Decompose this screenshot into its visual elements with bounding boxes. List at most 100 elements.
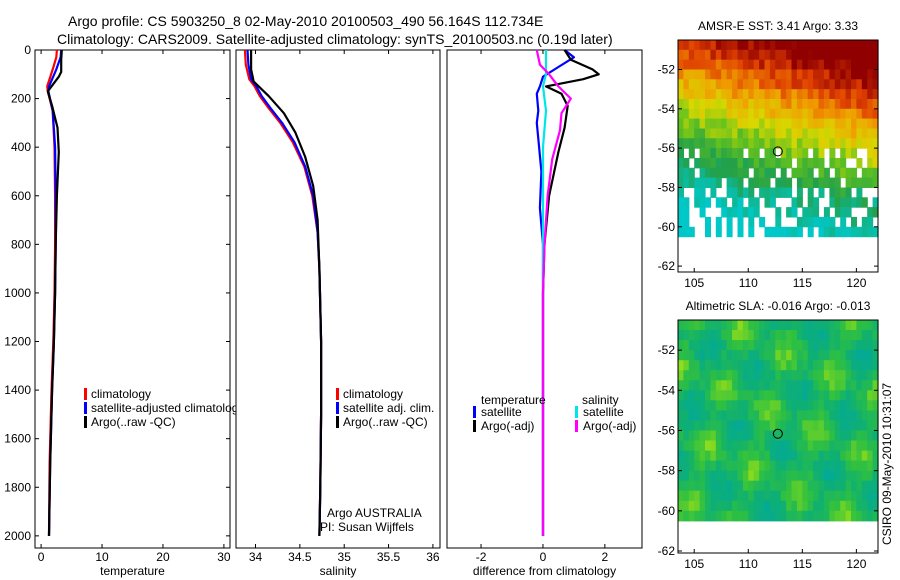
sla_map-cell xyxy=(742,510,749,522)
sla_map-cell xyxy=(851,480,857,492)
sla_map-cell xyxy=(834,510,841,522)
sst_map-cell xyxy=(786,187,793,198)
sla_map-cell xyxy=(802,410,809,421)
sla_map-cell xyxy=(856,340,863,351)
sla_map-cell xyxy=(872,380,879,391)
sla_map-cell xyxy=(748,410,755,421)
sst_map-cell xyxy=(802,49,809,61)
sst_map-cell xyxy=(818,138,825,149)
sst_map-cell xyxy=(840,49,847,61)
sla_map-cell xyxy=(721,340,728,351)
sst_map-cell xyxy=(856,49,863,61)
sst_map-cell xyxy=(753,207,760,218)
sla_map-cell xyxy=(807,470,814,482)
sst_map-cell xyxy=(715,99,722,110)
sla_map-cell xyxy=(759,500,766,512)
sst_map-cell xyxy=(818,128,825,139)
sla_map-cell xyxy=(688,410,695,421)
sst_map-cell xyxy=(683,207,690,218)
sla_map-cell xyxy=(872,460,879,472)
sla_map-cell xyxy=(786,450,793,462)
sst_map-cell xyxy=(737,187,744,198)
sla_map-cell xyxy=(726,480,733,492)
sla_map-cell xyxy=(683,500,690,512)
sla_map-cell xyxy=(845,430,852,442)
sst_map-cell xyxy=(861,226,868,238)
sst_map-cell xyxy=(856,128,863,139)
temperature-xtick-label: 30 xyxy=(217,550,231,564)
sla_map-cell xyxy=(867,450,874,462)
sst_map-cell xyxy=(748,148,755,159)
sla_map-cell xyxy=(823,400,830,411)
sst_map-cell xyxy=(834,158,841,169)
sla_map-cell xyxy=(807,350,814,361)
salinity-xtick-label: 35.5 xyxy=(377,550,401,564)
sla_map-cell xyxy=(683,420,690,431)
sla_map-cell xyxy=(726,430,733,442)
sst_map-cell xyxy=(775,40,782,51)
sst_map-cell xyxy=(732,69,739,80)
sst_map-cell xyxy=(802,89,809,100)
sst_map-cell xyxy=(699,99,706,110)
sla_map-cell xyxy=(715,390,722,401)
sst_map-cell xyxy=(759,167,766,179)
sla_map-cell xyxy=(775,350,782,361)
sla_map-cell xyxy=(872,370,879,381)
salinity-legend-swatch xyxy=(336,388,339,400)
sla_map-cell xyxy=(813,430,820,442)
sst_map-cell xyxy=(856,69,863,80)
sla_map-cell xyxy=(753,510,760,522)
sla_map-cell xyxy=(764,450,771,462)
sst_map-cell xyxy=(721,40,728,51)
sla_map-cell xyxy=(678,470,684,482)
sst_map-cell xyxy=(726,158,733,169)
sla_map-cell xyxy=(775,400,782,411)
sla_map-cell xyxy=(732,330,739,341)
sst_map-cell xyxy=(688,167,695,179)
sst_map-cell xyxy=(813,108,820,120)
sla_map-cell xyxy=(759,420,766,431)
sst_map-cell xyxy=(802,148,809,159)
sla_map-cell xyxy=(856,350,863,361)
sla_map-cell xyxy=(769,390,776,401)
sst_map-cell xyxy=(732,89,739,100)
sla_map-cell xyxy=(683,350,690,361)
sla_map-cell xyxy=(867,430,874,442)
sst_map-cell xyxy=(732,207,739,218)
sst_map-cell xyxy=(829,108,836,120)
sst_map-cell xyxy=(834,118,841,129)
sla_map-cell xyxy=(791,350,798,361)
sst_map-cell xyxy=(867,49,874,61)
sst_map-cell xyxy=(834,197,841,208)
sla_map-cell xyxy=(851,430,857,442)
sla_map-cell xyxy=(845,320,852,331)
sla_map-cell xyxy=(721,490,728,502)
sla_map-cell xyxy=(683,510,690,522)
sst_map-cell xyxy=(705,226,711,238)
sla_map-cell xyxy=(807,480,814,492)
sla_map-cell xyxy=(823,320,830,331)
sla_map-cell xyxy=(688,470,695,482)
sla_map-cell xyxy=(818,420,825,431)
sla_map-cell xyxy=(710,320,717,331)
sst_map-cell xyxy=(748,158,755,169)
sst_map-cell xyxy=(732,138,739,149)
sst_map-cell xyxy=(786,118,793,129)
sst_map-cell xyxy=(737,40,744,51)
sla_map-cell xyxy=(851,360,857,371)
sst_map-cell xyxy=(710,69,717,80)
sla_map-cell xyxy=(705,430,711,442)
sla_map-cell xyxy=(694,490,701,502)
sst_map-cell xyxy=(715,89,722,100)
sst_map-cell xyxy=(780,187,787,198)
sla_map-cell xyxy=(861,440,868,452)
sla_map-cell xyxy=(683,320,690,331)
sla_map-cell xyxy=(710,460,717,472)
sst_map-cell xyxy=(683,128,690,139)
sst_map-cell xyxy=(715,158,722,169)
sla_map-cell xyxy=(813,470,820,482)
sla_map-cell xyxy=(813,400,820,411)
sst_map-cell xyxy=(775,177,782,188)
sla_map-cell xyxy=(753,500,760,512)
